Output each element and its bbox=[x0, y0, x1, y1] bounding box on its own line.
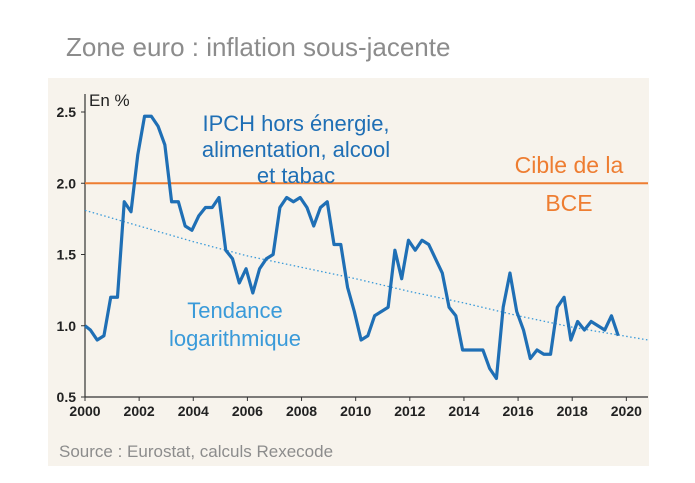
series-annotation-0: IPCH hors énergie, bbox=[202, 111, 389, 136]
x-tick-label-9: 2018 bbox=[557, 403, 588, 419]
source-note: Source : Eurostat, calculs Rexecode bbox=[59, 442, 333, 461]
series-layer bbox=[84, 114, 649, 381]
chart-panel bbox=[48, 78, 649, 466]
x-tick-label-6: 2012 bbox=[394, 403, 425, 419]
x-tick-label-8: 2016 bbox=[502, 403, 533, 419]
axes: 0.5 1.0 1.5 2.0 2.5 2000 2002 2004 2006 2008 2010 2… bbox=[57, 91, 648, 419]
target-annotation-0: Cible de la bbox=[515, 152, 624, 178]
trend-annotation-1: logarithmique bbox=[169, 326, 301, 351]
core-inflation-line bbox=[84, 114, 620, 381]
x-tick-label-2: 2004 bbox=[178, 403, 209, 419]
series-annotation-1: alimentation, alcool bbox=[202, 137, 390, 162]
y-tick-label-4: 2.5 bbox=[57, 104, 77, 120]
x-tick-label-3: 2006 bbox=[232, 403, 263, 419]
trend-annotation-0: Tendance bbox=[187, 298, 282, 323]
y-tick-label-3: 2.0 bbox=[57, 175, 77, 191]
y-axis-label: En % bbox=[89, 91, 130, 110]
y-tick-label-2: 1.5 bbox=[57, 247, 77, 263]
x-tick-label-7: 2014 bbox=[448, 403, 479, 419]
trend-line bbox=[84, 209, 649, 341]
x-tick-label-5: 2010 bbox=[340, 403, 371, 419]
y-tick-label-1: 1.0 bbox=[57, 318, 77, 334]
chart-title: Zone euro : inflation sous-jacente bbox=[66, 32, 451, 62]
labels-layer: IPCH hors énergie,alimentation, alcoolet… bbox=[169, 111, 624, 351]
series-annotation-2: et tabac bbox=[257, 163, 335, 188]
x-tick-label-10: 2020 bbox=[611, 403, 642, 419]
x-tick-label-1: 2002 bbox=[124, 403, 155, 419]
target-annotation-1: BCE bbox=[545, 190, 592, 216]
x-tick-label-4: 2008 bbox=[286, 403, 317, 419]
x-tick-label-0: 2000 bbox=[69, 403, 100, 419]
y-tick-label-0: 0.5 bbox=[57, 389, 77, 405]
